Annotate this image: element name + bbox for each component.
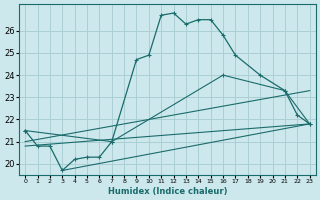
X-axis label: Humidex (Indice chaleur): Humidex (Indice chaleur) — [108, 187, 227, 196]
